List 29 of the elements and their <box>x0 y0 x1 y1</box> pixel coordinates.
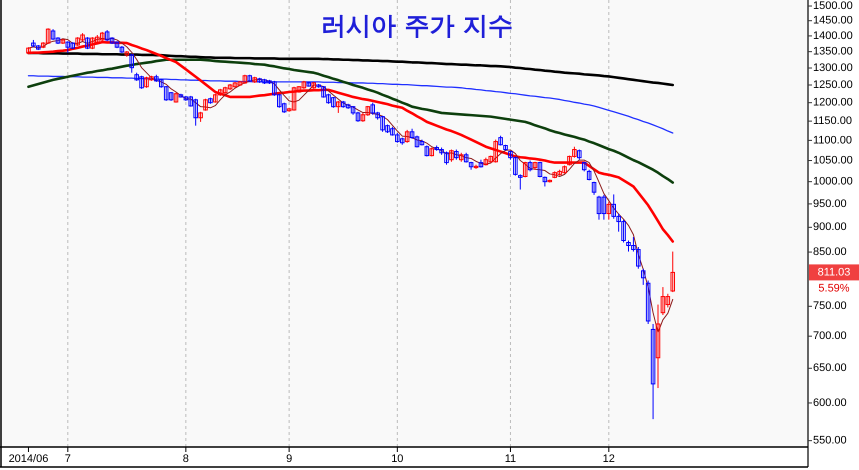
y-tick-label: 1250.00 <box>813 78 853 91</box>
y-tick-label: 850.00 <box>813 246 847 258</box>
text: 811.03 <box>818 266 850 278</box>
y-tick-label: 1200.00 <box>813 96 853 109</box>
text: 5.59% <box>818 282 850 294</box>
y-tick-label: 1300.00 <box>813 62 853 74</box>
y-tick-label: 1350.00 <box>813 46 853 58</box>
y-tick-label: 550.00 <box>813 434 847 447</box>
x-tick-label: 9 <box>286 453 292 465</box>
y-tick-label: 900.00 <box>813 221 847 234</box>
y-tick-label: 1450.00 <box>813 14 853 27</box>
x-tick-label: 10 <box>391 453 404 465</box>
y-tick-label: 1050.00 <box>813 154 853 166</box>
x-tick-label: 11 <box>504 453 516 465</box>
y-tick-label: 1500.00 <box>813 0 853 12</box>
y-tick-label: 1100.00 <box>813 134 852 146</box>
y-tick-label: 1400.00 <box>813 30 853 42</box>
y-tick-label: 1150.00 <box>813 115 852 128</box>
text: 러시아 주가 지수 <box>320 11 514 40</box>
y-tick-label: 650.00 <box>813 362 847 374</box>
x-tick-label: 12 <box>602 453 615 465</box>
y-tick-label: 750.00 <box>813 300 847 312</box>
y-tick-label: 700.00 <box>813 330 847 342</box>
y-tick-label: 600.00 <box>813 396 847 409</box>
x-tick-label: 2014/06 <box>8 453 48 465</box>
y-tick-label: 1000.00 <box>813 176 853 188</box>
x-tick-label: 8 <box>182 453 189 465</box>
x-tick-label: 7 <box>64 453 71 465</box>
y-tick-label: 950.00 <box>813 198 847 210</box>
